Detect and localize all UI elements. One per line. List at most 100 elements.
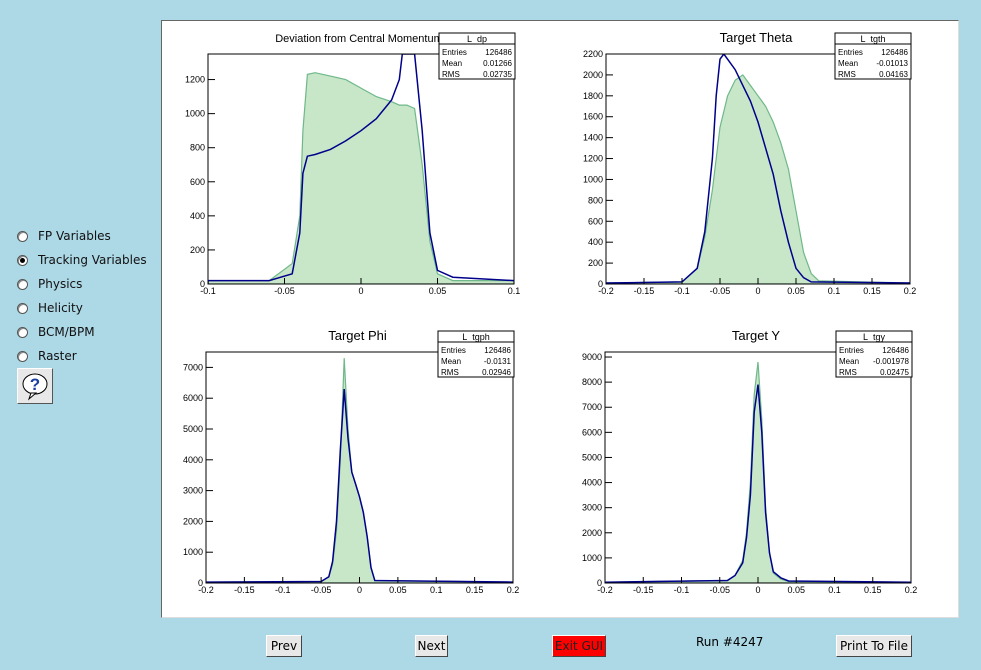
x-tick-label: 0.2 [904, 286, 917, 296]
x-tick-label: -0.05 [709, 585, 730, 595]
help-button[interactable]: ? [17, 368, 53, 404]
stats-value: 126486 [484, 346, 511, 355]
y-tick-label: 800 [190, 143, 205, 153]
x-tick-label: 0.1 [828, 585, 841, 595]
y-tick-label: 1000 [583, 174, 603, 184]
histogram-series-line [605, 384, 911, 583]
stats-box-name: L_tgy [863, 332, 886, 342]
y-tick-label: 0 [198, 578, 203, 588]
y-tick-label: 4000 [183, 455, 203, 465]
radio-raster-indicator[interactable] [17, 350, 28, 362]
radio-fp-variables-label: FP Variables [38, 229, 111, 243]
radio-helicity[interactable]: Helicity [17, 296, 147, 320]
y-tick-label: 2000 [582, 528, 602, 538]
x-tick-label: 0 [755, 286, 760, 296]
stats-value: 126486 [881, 48, 908, 57]
stats-box: L_tgth Entries 126486 Mean -0.01013 RMS 0.0416… [834, 32, 912, 80]
histogram-series-line [208, 54, 514, 284]
stats-label: RMS [442, 70, 460, 79]
x-tick-label: 0.1 [430, 585, 443, 595]
radio-bcm-bpm-label: BCM/BPM [38, 325, 95, 339]
stats-label: Entries [442, 48, 467, 57]
y-tick-label: 7000 [582, 402, 602, 412]
radio-physics-indicator[interactable] [17, 278, 28, 290]
histogram-panel-2: -0.2 -0.15 -0.1 -0.05 0 0.05 0.1 0.15 0.2 0 200 400… [583, 30, 916, 296]
x-tick-label: -0.2 [597, 585, 613, 595]
x-tick-label: 0.1 [508, 286, 521, 296]
stats-label: RMS [839, 368, 857, 377]
stats-value: 126486 [882, 346, 909, 355]
y-tick-label: 5000 [582, 452, 602, 462]
radio-raster-label: Raster [38, 349, 77, 363]
x-tick-label: 0.05 [787, 286, 805, 296]
stats-label: Entries [441, 346, 466, 355]
stats-value: -0.0131 [484, 357, 512, 366]
y-tick-label: 2000 [183, 516, 203, 526]
histogram-plots: -0.1 -0.05 0 0.05 0.1 0 200 400 600 800 1000 1200 De… [183, 30, 917, 595]
stats-box-name: L_tgph [462, 332, 490, 342]
variables-radio-group: FP Variables Tracking Variables Physics … [17, 224, 147, 368]
x-tick-label: -0.1 [674, 286, 690, 296]
y-tick-label: 7000 [183, 362, 203, 372]
histogram-series-line [606, 54, 910, 284]
y-tick-label: 3000 [582, 503, 602, 513]
y-tick-label: 1000 [185, 109, 205, 119]
x-tick-label: 0.15 [466, 585, 484, 595]
x-tick-label: -0.1 [674, 585, 690, 595]
radio-tracking-variables[interactable]: Tracking Variables [17, 248, 147, 272]
histogram-panel-1: -0.1 -0.05 0 0.05 0.1 0 200 400 600 800 1000 1200 De… [185, 32, 521, 296]
x-tick-label: 0.15 [863, 286, 881, 296]
stats-box: L_tgph Entries 126486 Mean -0.0131 RMS 0.02946 [437, 330, 515, 378]
histogram-series-filled [606, 74, 910, 284]
exit-gui-button[interactable]: Exit GUI [552, 635, 606, 657]
plot-title: Target Theta [720, 30, 794, 45]
x-tick-label: 0 [357, 585, 362, 595]
x-tick-label: -0.05 [274, 286, 295, 296]
stats-label: Mean [839, 357, 859, 366]
print-to-file-button[interactable]: Print To File [836, 635, 912, 657]
y-tick-label: 800 [588, 195, 603, 205]
radio-raster[interactable]: Raster [17, 344, 147, 368]
y-tick-label: 2000 [583, 70, 603, 80]
svg-text:?: ? [30, 375, 40, 394]
x-tick-label: -0.15 [633, 585, 654, 595]
histogram-canvas: -0.1 -0.05 0 0.05 0.1 0 200 400 600 800 1000 1200 De… [161, 20, 959, 618]
stats-label: Mean [441, 357, 461, 366]
x-tick-label: -0.15 [234, 585, 255, 595]
radio-fp-variables-indicator[interactable] [17, 230, 28, 242]
stats-box-name: L_dp [467, 34, 487, 44]
histogram-panel-3: -0.2 -0.15 -0.1 -0.05 0 0.05 0.1 0.15 0.2 0 1000 20… [183, 328, 519, 595]
radio-fp-variables[interactable]: FP Variables [17, 224, 147, 248]
radio-helicity-indicator[interactable] [17, 302, 28, 314]
x-tick-label: 0.05 [429, 286, 447, 296]
radio-physics[interactable]: Physics [17, 272, 147, 296]
stats-value: -0.01013 [876, 59, 908, 68]
prev-button[interactable]: Prev [266, 635, 302, 657]
x-tick-label: -0.05 [710, 286, 731, 296]
radio-bcm-bpm[interactable]: BCM/BPM [17, 320, 147, 344]
y-tick-label: 600 [190, 177, 205, 187]
radio-helicity-label: Helicity [38, 301, 83, 315]
plot-title: Target Y [732, 328, 781, 343]
stats-value: 0.01266 [483, 59, 512, 68]
stats-box-frame [835, 330, 913, 378]
x-tick-label: -0.2 [198, 585, 214, 595]
y-tick-label: 1000 [183, 547, 203, 557]
radio-tracking-variables-label: Tracking Variables [38, 253, 147, 267]
y-tick-label: 600 [588, 216, 603, 226]
radio-bcm-bpm-indicator[interactable] [17, 326, 28, 338]
stats-box-frame [437, 330, 515, 378]
stats-value: -0.001978 [873, 357, 910, 366]
y-tick-label: 2200 [583, 49, 603, 59]
y-tick-label: 0 [598, 279, 603, 289]
radio-tracking-variables-indicator[interactable] [17, 254, 28, 266]
y-tick-label: 1200 [185, 75, 205, 85]
y-tick-label: 6000 [183, 393, 203, 403]
next-button[interactable]: Next [415, 635, 448, 657]
y-tick-label: 1800 [583, 91, 603, 101]
x-tick-label: 0.1 [828, 286, 841, 296]
y-tick-label: 400 [190, 211, 205, 221]
x-tick-label: -0.1 [200, 286, 216, 296]
y-tick-label: 0 [597, 578, 602, 588]
stats-box: L_tgy Entries 126486 Mean -0.001978 RMS 0.0247… [835, 330, 913, 378]
